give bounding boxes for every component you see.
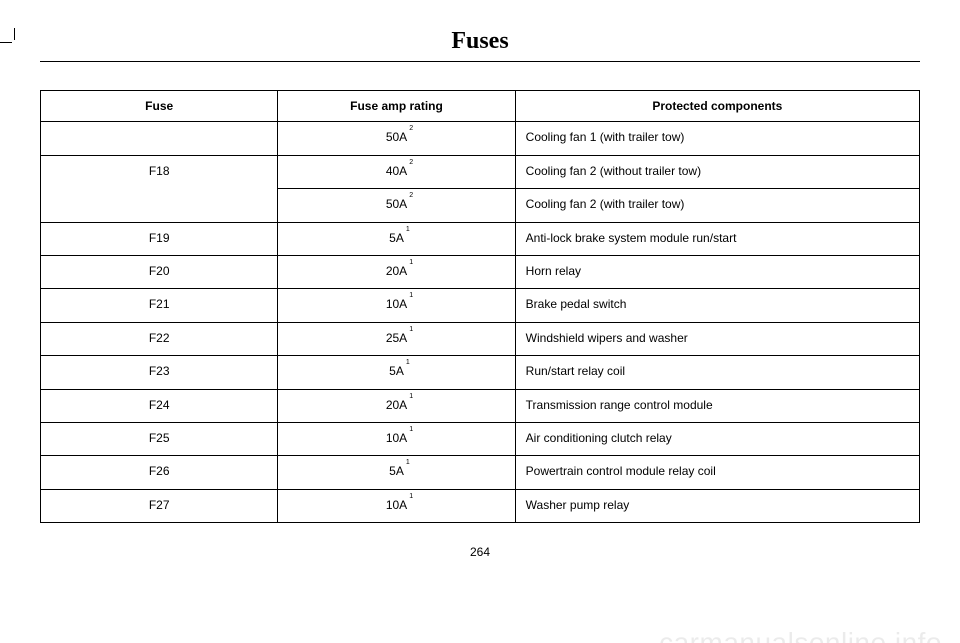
- fuse-table-container: Fuse Fuse amp rating Protected component…: [40, 90, 920, 523]
- fuse-cell: F21: [41, 289, 278, 322]
- page-number: 264: [0, 545, 960, 559]
- protected-cell: Run/start relay coil: [515, 356, 919, 389]
- rating-cell: 10A1: [278, 289, 515, 322]
- fuse-cell: [41, 122, 278, 155]
- fuse-cell: F27: [41, 489, 278, 522]
- rating-value: 10A1: [386, 498, 407, 512]
- col-header-fuse: Fuse: [41, 91, 278, 122]
- rating-value: 25A1: [386, 331, 407, 345]
- rating-superscript: 1: [406, 226, 410, 234]
- fuse-cell: F26: [41, 456, 278, 489]
- fuse-cell: F24: [41, 389, 278, 422]
- rating-value: 5A1: [389, 364, 404, 378]
- table-row: F21 10A1 Brake pedal switch: [41, 289, 920, 322]
- page-title: Fuses: [0, 28, 960, 55]
- crop-mark: [14, 28, 15, 40]
- table-row: F22 25A1 Windshield wipers and washer: [41, 322, 920, 355]
- rating-superscript: 1: [409, 426, 413, 434]
- rating-superscript: 1: [406, 359, 410, 367]
- rating-cell: 40A2: [278, 155, 515, 188]
- fuse-cell: F18: [41, 155, 278, 222]
- protected-cell: Cooling fan 2 (with trailer tow): [515, 189, 919, 222]
- rating-cell: 20A1: [278, 255, 515, 288]
- table-row: F26 5A1 Powertrain control module relay co…: [41, 456, 920, 489]
- table-row: 50A2 Cooling fan 1 (with trailer tow): [41, 122, 920, 155]
- protected-cell: Washer pump relay: [515, 489, 919, 522]
- protected-cell: Powertrain control module relay coil: [515, 456, 919, 489]
- rating-superscript: 1: [409, 292, 413, 300]
- rating-value: 50A2: [386, 130, 407, 144]
- protected-cell: Windshield wipers and washer: [515, 322, 919, 355]
- table-row: F1840A2Cooling fan 2 (without trailer to…: [41, 155, 920, 188]
- rating-value: 20A1: [386, 264, 407, 278]
- rating-superscript: 1: [409, 259, 413, 267]
- rating-cell: 25A1: [278, 322, 515, 355]
- rating-value: 10A1: [386, 297, 407, 311]
- rating-cell: 5A1: [278, 222, 515, 255]
- table-row: F24 20A1 Transmission range control module: [41, 389, 920, 422]
- rating-superscript: 2: [409, 159, 413, 167]
- rating-superscript: 2: [409, 192, 413, 200]
- protected-cell: Brake pedal switch: [515, 289, 919, 322]
- protected-cell: Anti-lock brake system module run/start: [515, 222, 919, 255]
- rating-superscript: 1: [409, 493, 413, 501]
- protected-cell: Cooling fan 2 (without trailer tow): [515, 155, 919, 188]
- rating-cell: 20A1: [278, 389, 515, 422]
- protected-cell: Horn relay: [515, 255, 919, 288]
- fuse-cell: F20: [41, 255, 278, 288]
- table-row: F27 10A1 Washer pump relay: [41, 489, 920, 522]
- fuse-table: Fuse Fuse amp rating Protected component…: [40, 90, 920, 523]
- rating-value: 5A1: [389, 231, 404, 245]
- rating-cell: 10A1: [278, 422, 515, 455]
- rating-value: 20A1: [386, 398, 407, 412]
- protected-cell: Air conditioning clutch relay: [515, 422, 919, 455]
- rating-cell: 5A1: [278, 456, 515, 489]
- table-row: F23 5A1 Run/start relay coil: [41, 356, 920, 389]
- rating-cell: 10A1: [278, 489, 515, 522]
- rating-superscript: 2: [409, 125, 413, 133]
- table-row: F20 20A1 Horn relay: [41, 255, 920, 288]
- rating-cell: 5A1: [278, 356, 515, 389]
- protected-cell: Transmission range control module: [515, 389, 919, 422]
- rating-value: 10A1: [386, 431, 407, 445]
- table-row: F19 5A1 Anti-lock brake system module run/…: [41, 222, 920, 255]
- table-row: F25 10A1 Air conditioning clutch relay: [41, 422, 920, 455]
- protected-cell: Cooling fan 1 (with trailer tow): [515, 122, 919, 155]
- rating-cell: 50A2: [278, 189, 515, 222]
- rating-superscript: 1: [409, 326, 413, 334]
- fuse-cell: F19: [41, 222, 278, 255]
- rating-value: 5A1: [389, 464, 404, 478]
- rating-value: 40A2: [386, 164, 407, 178]
- rating-cell: 50A2: [278, 122, 515, 155]
- table-header-row: Fuse Fuse amp rating Protected component…: [41, 91, 920, 122]
- rating-superscript: 1: [409, 393, 413, 401]
- watermark: carmanualsonline.info: [659, 627, 942, 643]
- fuse-cell: F22: [41, 322, 278, 355]
- col-header-protected: Protected components: [515, 91, 919, 122]
- title-rule: [40, 61, 920, 62]
- crop-mark: [0, 42, 12, 43]
- rating-superscript: 1: [406, 459, 410, 467]
- rating-value: 50A2: [386, 197, 407, 211]
- fuse-cell: F23: [41, 356, 278, 389]
- fuse-cell: F25: [41, 422, 278, 455]
- col-header-rating: Fuse amp rating: [278, 91, 515, 122]
